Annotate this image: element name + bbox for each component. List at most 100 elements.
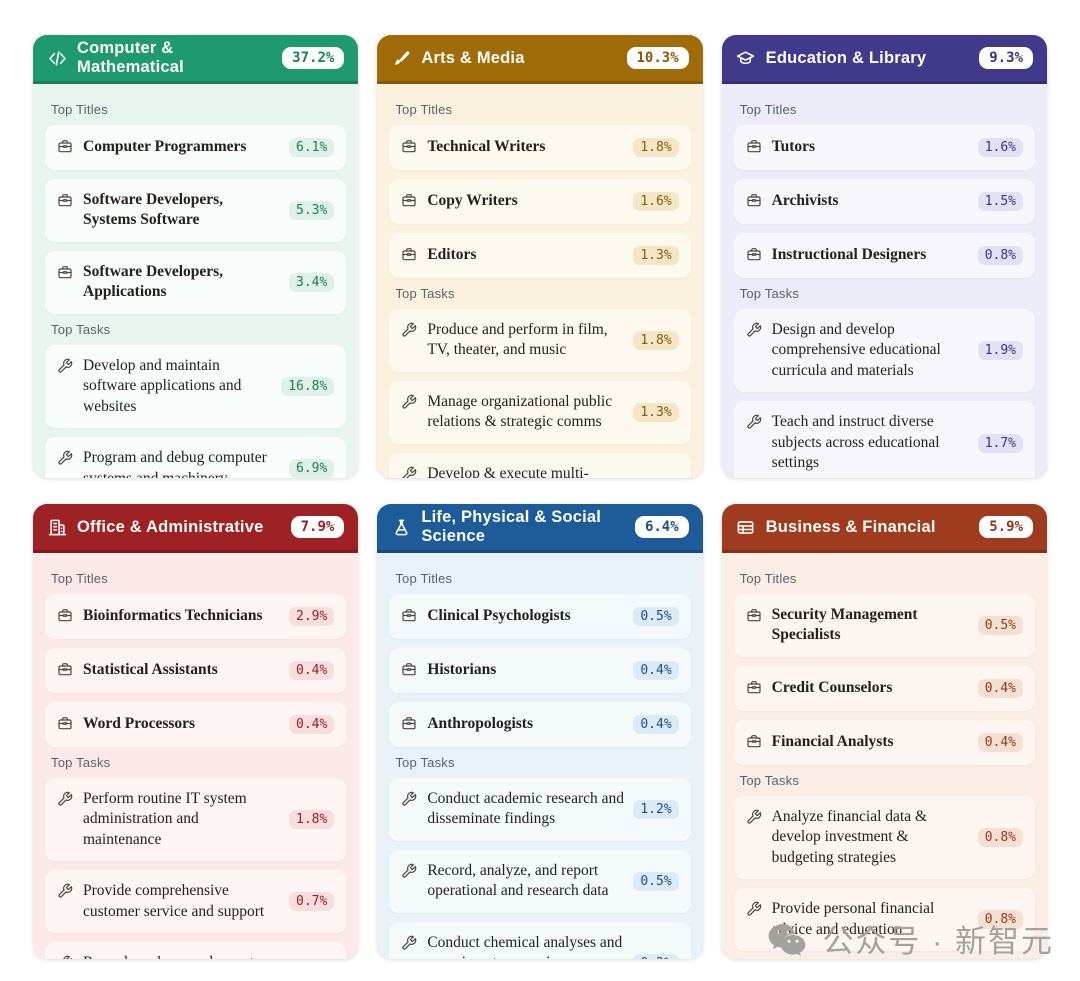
- briefcase-icon: [401, 246, 418, 267]
- title-name: Bioinformatics Technicians: [83, 607, 263, 625]
- task-row: Record, analyze, and report operational …: [389, 849, 691, 913]
- title-percent: 2.9%: [289, 607, 335, 626]
- title-name: Credit Counselors: [771, 679, 893, 697]
- title-percent: 0.4%: [289, 715, 335, 734]
- task-percent: 1.3%: [633, 402, 679, 422]
- briefcase-icon: [401, 661, 418, 682]
- task-row: Record, analyze, and report operational …: [45, 942, 347, 959]
- task-name: Develop & execute multi-industry marketi…: [427, 464, 589, 478]
- wrench-icon: [57, 450, 74, 471]
- paintbrush-icon: [391, 48, 411, 68]
- category-title: Business & Financial: [765, 517, 936, 536]
- task-row: Perform routine IT system administration…: [45, 778, 347, 862]
- top-tasks-label: Top Tasks: [739, 772, 800, 788]
- title-row: Statistical Assistants 0.4%: [45, 648, 347, 693]
- task-row: Conduct academic research and disseminat…: [389, 778, 691, 841]
- title-percent: 0.4%: [977, 678, 1023, 698]
- title-row: Technical Writers 1.8%: [389, 125, 691, 170]
- title-name: Anthropologists: [427, 715, 533, 733]
- top-tasks-label: Top Tasks: [51, 755, 111, 770]
- task-row: Produce and perform in film, TV, theater…: [389, 309, 691, 372]
- task-row: Design and develop comprehensive educati…: [733, 309, 1035, 393]
- top-tasks-label: Top Tasks: [739, 286, 800, 301]
- task-name: Design and develop comprehensive educati…: [771, 321, 941, 379]
- title-percent: 1.6%: [977, 138, 1023, 157]
- title-percent: 0.4%: [633, 715, 679, 734]
- flask-icon: [391, 517, 411, 537]
- title-name: Technical Writers: [427, 138, 546, 156]
- briefcase-icon: [401, 715, 418, 736]
- wrench-icon: [401, 394, 418, 415]
- card-header: Computer & Mathematical 37.2%: [33, 35, 359, 84]
- title-name: Tutors: [771, 138, 816, 156]
- title-row: Software Developers, Systems Software 5.…: [45, 179, 347, 242]
- briefcase-icon: [57, 607, 74, 628]
- wrench-icon: [746, 322, 763, 343]
- title-row: Computer Programmers 6.1%: [45, 125, 347, 170]
- title-row: Historians 0.4%: [389, 648, 691, 693]
- task-name: Conduct chemical analyses and experiment…: [427, 933, 623, 959]
- briefcase-icon: [401, 192, 418, 213]
- title-name: Software Developers, Systems Software: [83, 191, 224, 229]
- task-row: Teach and instruct diverse subjects acro…: [733, 401, 1035, 478]
- briefcase-icon: [746, 192, 763, 213]
- title-name: Statistical Assistants: [83, 661, 218, 679]
- top-titles-label: Top Titles: [739, 571, 797, 586]
- title-percent: 1.3%: [633, 246, 679, 265]
- title-percent: 3.4%: [289, 272, 335, 292]
- briefcase-icon: [57, 138, 74, 159]
- card-body: Top Titles Bioinformatics Technicians 2.…: [33, 553, 358, 959]
- wrench-icon: [401, 935, 418, 956]
- title-percent: 0.5%: [977, 615, 1023, 635]
- card-education-library: Education & Library 9.3% Top Titles Tuto…: [721, 35, 1047, 478]
- card-business-financial: Business & Financial 5.9% Top Titles Sec…: [721, 504, 1047, 959]
- task-name: Provide comprehensive customer service a…: [83, 882, 265, 920]
- card-header: Office & Administrative 7.9%: [33, 504, 359, 553]
- top-titles-label: Top Titles: [739, 102, 797, 117]
- title-row: Security Management Specialists 0.5%: [733, 594, 1035, 657]
- title-name: Software Developers, Applications: [83, 262, 224, 301]
- category-percent-badge: 7.9%: [290, 516, 345, 538]
- card-life-physical-social-science: Life, Physical & Social Science 6.4% Top…: [377, 504, 703, 959]
- wrench-icon: [57, 955, 74, 959]
- top-tasks-list: Design and develop comprehensive educati…: [733, 309, 1035, 478]
- wrench-icon: [57, 358, 74, 379]
- title-row: Tutors 1.6%: [733, 125, 1035, 170]
- briefcase-icon: [746, 679, 763, 700]
- title-row: Bioinformatics Technicians 2.9%: [45, 594, 347, 639]
- category-title: Computer & Mathematical: [77, 39, 184, 76]
- briefcase-icon: [57, 715, 74, 736]
- task-name: Analyze financial data & develop investm…: [771, 807, 928, 866]
- task-name: Provide personal financial advice and ed…: [771, 900, 935, 938]
- top-tasks-label: Top Tasks: [51, 321, 111, 337]
- watermark-text: 公众号 · 新智元: [822, 924, 1054, 959]
- top-tasks-list: Develop and maintain software applicatio…: [45, 344, 347, 478]
- task-percent: 0.5%: [633, 871, 679, 891]
- top-tasks-label: Top Tasks: [395, 286, 455, 301]
- category-title: Arts & Media: [421, 48, 525, 67]
- top-titles-list: Computer Programmers 6.1% Software Devel…: [45, 125, 347, 314]
- title-name: Security Management Specialists: [771, 606, 918, 644]
- title-name: Historians: [427, 661, 497, 679]
- briefcase-icon: [401, 138, 418, 159]
- table-icon: [736, 517, 756, 537]
- task-row: Conduct chemical analyses and experiment…: [389, 921, 691, 959]
- task-percent: 1.8%: [633, 330, 679, 350]
- title-percent: 0.4%: [633, 661, 679, 680]
- wrench-icon: [746, 901, 763, 922]
- briefcase-icon: [401, 607, 418, 628]
- task-name: Conduct academic research and disseminat…: [427, 790, 624, 828]
- task-row: Provide comprehensive customer service a…: [45, 870, 347, 934]
- title-name: Instructional Designers: [771, 246, 927, 264]
- category-percent-badge: 5.9%: [979, 516, 1033, 538]
- task-percent: 0.7%: [289, 892, 335, 912]
- task-name: Develop and maintain software applicatio…: [83, 356, 242, 415]
- wrench-icon: [401, 863, 418, 884]
- title-percent: 0.8%: [977, 246, 1023, 265]
- card-body: Top Titles Clinical Psychologists 0.5% H…: [377, 553, 702, 959]
- top-tasks-list: Produce and perform in film, TV, theater…: [389, 309, 691, 478]
- top-titles-list: Bioinformatics Technicians 2.9% Statisti…: [45, 594, 347, 747]
- card-header: Business & Financial 5.9%: [721, 504, 1047, 553]
